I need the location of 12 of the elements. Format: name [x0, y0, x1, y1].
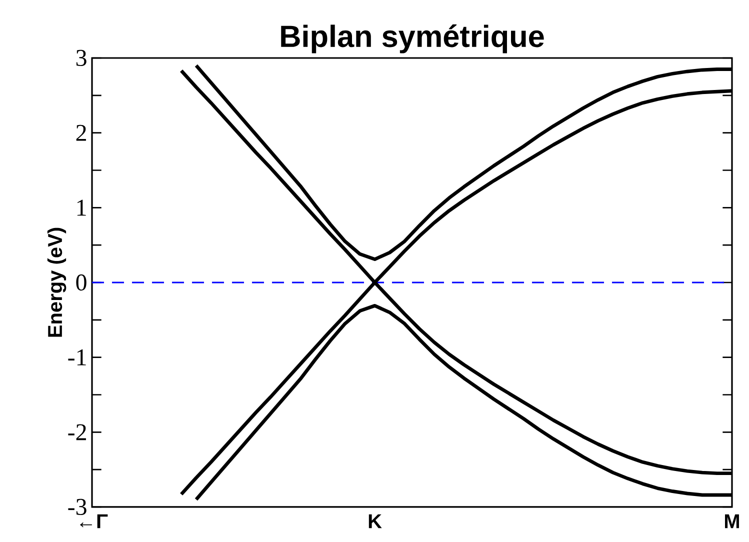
x-tick-label: M [725, 514, 739, 528]
y-tick-label: -1 [68, 349, 86, 366]
y-tick-label: 3 [76, 50, 86, 66]
y-tick-label: -3 [68, 498, 86, 516]
y-tick-label: 1 [77, 200, 86, 216]
y-axis-title: Energy (eV) [47, 228, 66, 337]
y-tick-label: -2 [68, 424, 86, 440]
chart-title: Biplan symétrique [281, 24, 544, 54]
x-tick-label: K [368, 514, 382, 528]
x-tick-label: ←Γ [80, 514, 108, 528]
y-tick-label: 2 [76, 124, 86, 141]
y-tick-label: 0 [76, 274, 86, 291]
